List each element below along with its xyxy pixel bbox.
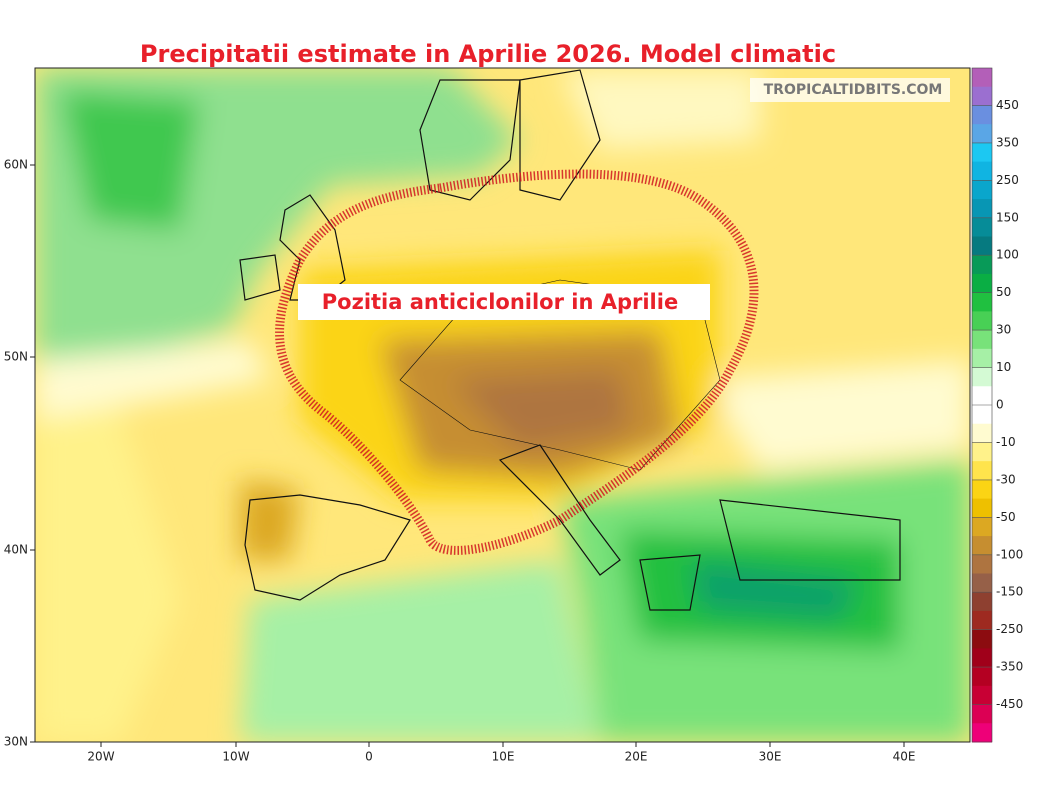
colorbar-band: [972, 330, 992, 350]
lat-label: 40N: [4, 543, 28, 557]
colorbar-band: [972, 255, 992, 275]
colorbar-band: [972, 236, 992, 256]
colorbar-band: [972, 442, 992, 462]
colorbar-label: 350: [996, 135, 1019, 149]
colorbar-band: [972, 685, 992, 706]
colorbar-band: [972, 142, 992, 163]
colorbar-band: [972, 68, 992, 88]
colorbar-label: -10: [996, 435, 1016, 449]
colorbar-band: [972, 648, 992, 668]
colorbar-band: [972, 667, 992, 687]
colorbar-band: [972, 423, 992, 443]
colorbar: 4503502501501005030100-10-30-50-100-150-…: [971, 67, 1023, 743]
lon-label: 0: [365, 750, 373, 764]
colorbar-band: [972, 161, 992, 181]
colorbar-band: [972, 217, 992, 237]
colorbar-band: [972, 386, 992, 406]
watermark-box: [750, 78, 950, 102]
colorbar-label: 450: [996, 98, 1019, 112]
lon-label: 10W: [222, 750, 249, 764]
colorbar-band: [972, 517, 992, 537]
annotation-box: [298, 284, 710, 320]
colorbar-band: [972, 536, 992, 556]
colorbar-label: 150: [996, 210, 1019, 224]
colorbar-label: 50: [996, 285, 1011, 299]
lat-label: 50N: [4, 350, 28, 364]
colorbar-label: -50: [996, 510, 1016, 524]
lon-label: 20W: [87, 750, 114, 764]
lon-label: 20E: [625, 750, 648, 764]
colorbar-band: [972, 723, 992, 743]
lon-label: 10E: [492, 750, 515, 764]
colorbar-label: -100: [996, 547, 1023, 561]
colorbar-label: -450: [996, 697, 1023, 711]
watermark: TROPICALTIDBITS.COM: [764, 82, 943, 98]
colorbar-label: -150: [996, 585, 1023, 599]
colorbar-label: 0: [996, 398, 1004, 412]
lon-label: 40E: [893, 750, 916, 764]
colorbar-band: [972, 629, 992, 649]
colorbar-band: [972, 348, 992, 369]
colorbar-band: [972, 180, 992, 200]
colorbar-band: [972, 105, 992, 125]
colorbar-label: 30: [996, 323, 1011, 337]
colorbar-band: [972, 367, 992, 387]
colorbar-band: [972, 479, 992, 500]
axes: 60N 50N 40N 30N 20W 10W 0 10E 20E 30E 40E: [4, 158, 916, 764]
colorbar-band: [972, 704, 992, 724]
colorbar-label: 100: [996, 248, 1019, 262]
lat-label: 60N: [4, 158, 28, 172]
colorbar-band: [972, 292, 992, 312]
colorbar-band: [972, 199, 992, 219]
annotation: Pozitia anticiclonilor in Aprilie: [322, 290, 678, 314]
anticyclone-outline: [275, 169, 759, 555]
colorbar-label: -250: [996, 622, 1023, 636]
lon-label: 30E: [759, 750, 782, 764]
colorbar-band: [972, 592, 992, 612]
colorbar-band: [972, 554, 992, 574]
colorbar-band: [972, 124, 992, 144]
colorbar-band: [972, 273, 992, 294]
colorbar-band: [972, 461, 992, 481]
lat-label: 30N: [4, 735, 28, 749]
colorbar-band: [972, 86, 992, 106]
precipitation-field: [35, 68, 970, 742]
colorbar-band: [972, 610, 992, 631]
colorbar-label: 10: [996, 360, 1011, 374]
colorbar-band: [972, 498, 992, 518]
colorbar-band: [972, 405, 992, 425]
colorbar-label: -30: [996, 472, 1016, 486]
colorbar-band: [972, 573, 992, 593]
colorbar-label: -350: [996, 660, 1023, 674]
colorbar-label: 250: [996, 173, 1019, 187]
colorbar-band: [972, 311, 992, 331]
title: Precipitatii estimate in Aprilie 2026. M…: [140, 40, 836, 68]
